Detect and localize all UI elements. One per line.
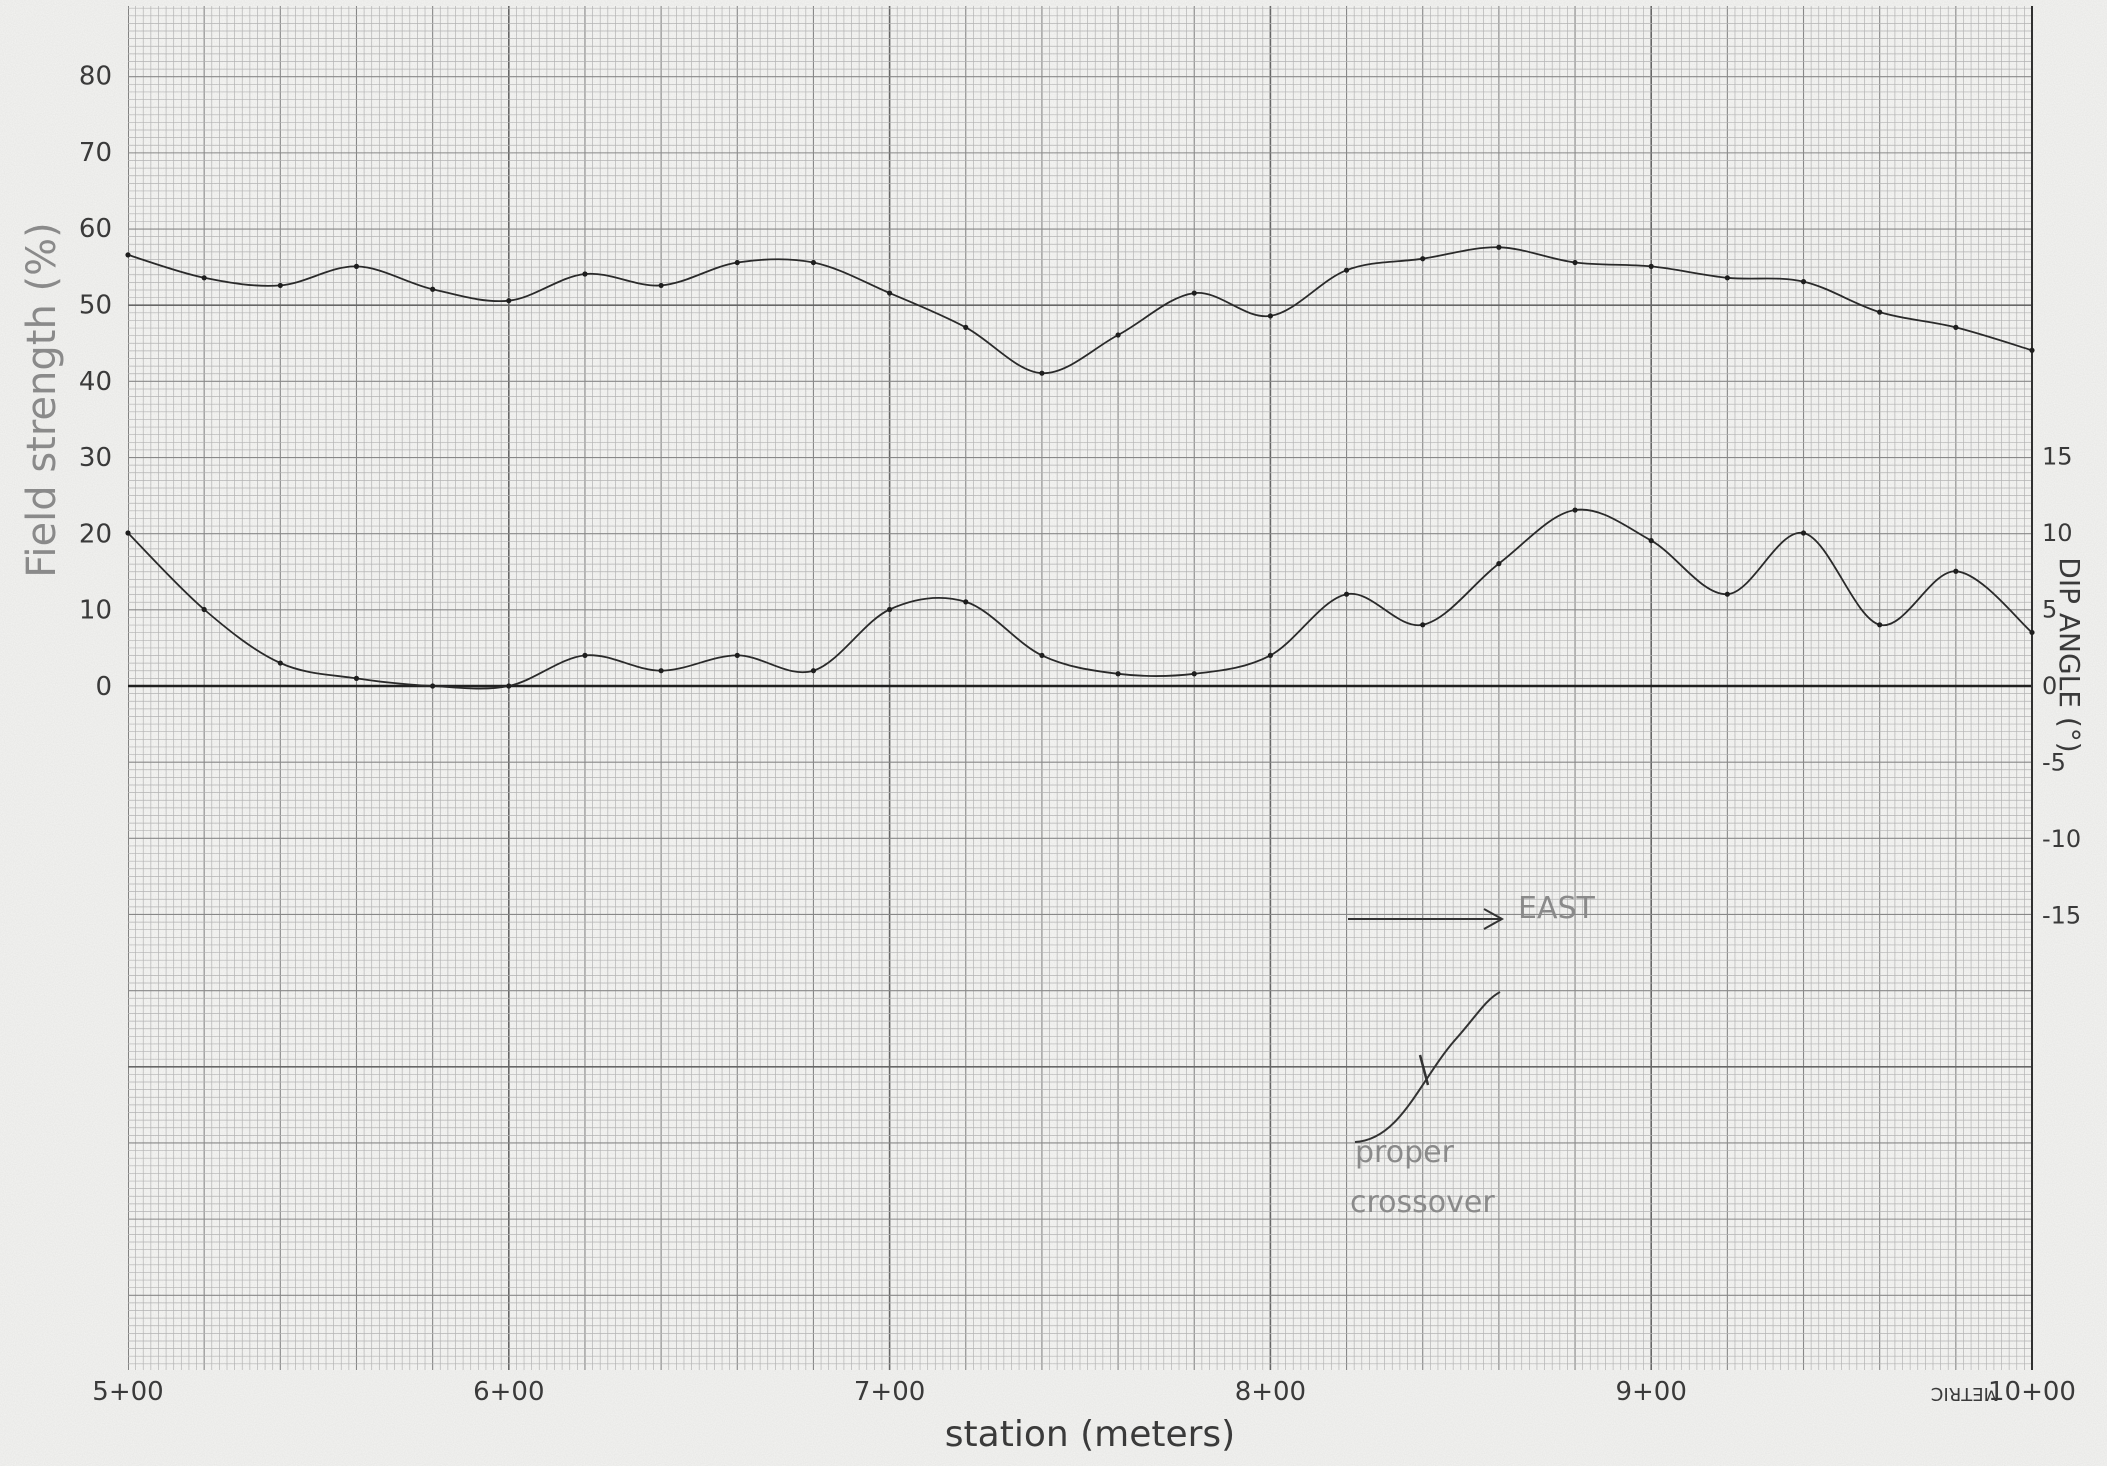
y-left-tick-label: 70 bbox=[79, 138, 112, 168]
east-annotation: EAST bbox=[1348, 891, 1596, 930]
field-strength-point bbox=[810, 259, 817, 266]
crossover-annotation: proper crossover bbox=[1350, 991, 1501, 1220]
dip-angle-point bbox=[1953, 568, 1959, 574]
y-right-tick-label: 5 bbox=[2042, 596, 2057, 624]
y-left-tick-label: 0 bbox=[95, 672, 112, 702]
x-axis-tick-labels: 5+00 6+00 7+00 8+00 9+00 10+00 bbox=[92, 1377, 2076, 1407]
series-dip-angle bbox=[125, 507, 2035, 690]
field-strength-point bbox=[1877, 309, 1883, 315]
y-left-tick-label: 80 bbox=[79, 62, 112, 92]
field-strength-point bbox=[734, 259, 740, 266]
dip-angle-point bbox=[125, 530, 131, 536]
field-strength-point bbox=[582, 271, 588, 277]
x-tick-label: 9+00 bbox=[1615, 1377, 1686, 1407]
y-axis-right-tick-labels: 15 10 5 0 -5 -10 -15 bbox=[2042, 443, 2081, 930]
crossover-mark bbox=[1418, 1054, 1430, 1086]
dip-angle-point bbox=[430, 683, 436, 689]
x-tick-label: 5+00 bbox=[92, 1377, 163, 1407]
y-axis-left-tick-labels: 0 10 20 30 40 50 60 70 80 bbox=[79, 62, 112, 702]
dip-angle-point bbox=[1343, 591, 1350, 597]
field-strength-point bbox=[1115, 332, 1121, 338]
crossover-label-line-1: proper bbox=[1355, 1135, 1455, 1170]
field-strength-point bbox=[1267, 313, 1273, 319]
y-left-tick-label: 40 bbox=[79, 367, 112, 397]
field-strength-point bbox=[963, 324, 969, 330]
field-strength-point bbox=[1648, 263, 1654, 269]
field-strength-point bbox=[125, 252, 131, 258]
dip-angle-point bbox=[1648, 538, 1654, 544]
y-right-tick-label: 10 bbox=[2042, 519, 2073, 547]
dip-angle-point bbox=[2029, 629, 2035, 636]
series-field-strength bbox=[125, 244, 2035, 376]
dip-angle-point bbox=[734, 652, 740, 659]
dip-angle-point bbox=[963, 599, 969, 605]
field-strength-point bbox=[1953, 324, 1959, 330]
field-strength-point bbox=[1343, 267, 1350, 273]
field-strength-line bbox=[127, 246, 2033, 375]
dip-angle-point bbox=[1572, 507, 1578, 513]
crossover-label-line-2: crossover bbox=[1350, 1185, 1495, 1220]
dip-angle-point bbox=[1420, 622, 1426, 628]
dip-angle-point bbox=[1039, 652, 1045, 659]
y-left-tick-label: 10 bbox=[79, 596, 112, 626]
field-strength-point bbox=[2029, 347, 2035, 353]
dip-angle-point bbox=[1724, 591, 1730, 597]
field-strength-point bbox=[1191, 290, 1197, 296]
dip-angle-point bbox=[506, 683, 512, 689]
x-tick-label: 8+00 bbox=[1235, 1377, 1306, 1407]
dip-angle-point bbox=[887, 606, 893, 613]
field-strength-point bbox=[201, 275, 207, 281]
x-tick-label: 6+00 bbox=[473, 1377, 544, 1407]
crossover-label: proper crossover bbox=[1350, 1135, 1495, 1220]
y-left-tick-label: 50 bbox=[79, 291, 112, 321]
y-left-tick-label: 20 bbox=[79, 519, 112, 549]
y-axis-left-label: Field strength (%) bbox=[19, 222, 65, 577]
dip-angle-point bbox=[353, 675, 360, 681]
field-strength-point bbox=[1420, 256, 1426, 262]
y-left-tick-label: 60 bbox=[79, 214, 112, 244]
dip-angle-point bbox=[201, 606, 207, 613]
field-strength-point bbox=[277, 282, 283, 289]
field-strength-point bbox=[1724, 275, 1730, 281]
x-axis-label: station (meters) bbox=[945, 1414, 1235, 1455]
y-axis-right-label: DIP ANGLE (°) bbox=[2053, 557, 2086, 752]
crossover-sketch-curve bbox=[1354, 991, 1501, 1143]
dip-angle-point bbox=[1877, 622, 1883, 628]
series-layer bbox=[125, 244, 2035, 690]
east-arrow-head bbox=[1483, 908, 1505, 930]
dip-angle-point bbox=[810, 668, 817, 674]
y-right-tick-label: 0 bbox=[2042, 672, 2057, 700]
dip-angle-point bbox=[1115, 671, 1121, 677]
field-strength-point bbox=[1800, 279, 1807, 285]
x-tick-label: 7+00 bbox=[854, 1377, 925, 1407]
y-right-tick-label: -5 bbox=[2042, 749, 2066, 777]
field-strength-point bbox=[506, 298, 512, 304]
field-strength-point bbox=[1496, 244, 1502, 250]
field-strength-point bbox=[1039, 370, 1045, 376]
dip-angle-point bbox=[1191, 671, 1197, 677]
field-strength-point bbox=[658, 282, 664, 289]
paper-metric-mark: METRIC bbox=[1931, 1383, 1999, 1404]
y-right-tick-label: -10 bbox=[2042, 825, 2081, 853]
y-left-tick-label: 30 bbox=[79, 443, 112, 473]
y-right-tick-label: 15 bbox=[2042, 443, 2073, 471]
field-strength-point bbox=[430, 286, 436, 292]
dip-angle-point bbox=[1800, 530, 1807, 536]
field-strength-point bbox=[887, 290, 893, 296]
east-label: EAST bbox=[1518, 891, 1596, 926]
dip-angle-point bbox=[277, 660, 283, 666]
dip-angle-point bbox=[582, 652, 588, 659]
dip-angle-point bbox=[658, 668, 664, 674]
field-strength-point bbox=[1572, 259, 1578, 266]
y-right-tick-label: -15 bbox=[2042, 902, 2081, 930]
x-tick-label: 10+00 bbox=[1988, 1377, 2076, 1407]
dip-angle-point bbox=[1496, 561, 1502, 567]
dip-angle-point bbox=[1267, 652, 1273, 659]
field-strength-point bbox=[353, 263, 360, 269]
